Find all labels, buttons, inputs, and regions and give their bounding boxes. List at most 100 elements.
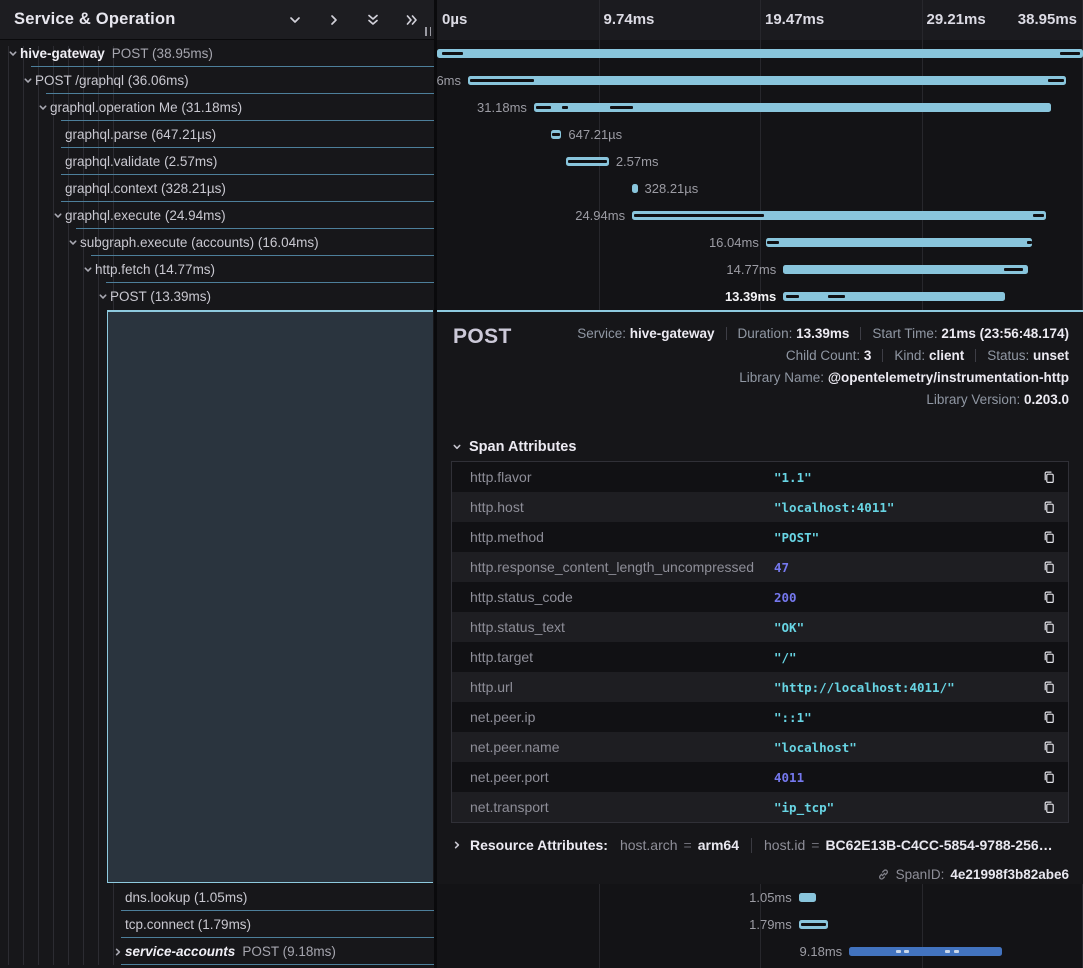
- indent-guide: [83, 46, 84, 965]
- resource-attributes-row[interactable]: Resource Attributes: host.arch = arm64 host…: [452, 837, 1053, 853]
- link-icon[interactable]: [877, 868, 890, 881]
- timeline-row[interactable]: 24.94ms: [437, 202, 1083, 229]
- meta-value: @opentelemetry/instrumentation-http: [827, 370, 1069, 385]
- copy-icon[interactable]: [1042, 650, 1056, 664]
- duration-label: 328.21µs: [644, 181, 699, 196]
- attribute-row: http.host "localhost:4011": [452, 492, 1068, 522]
- copy-icon[interactable]: [1042, 620, 1056, 634]
- chevron-down-icon[interactable]: [36, 103, 50, 113]
- copy-icon[interactable]: [1042, 560, 1056, 574]
- span-tree-row[interactable]: graphql.operation Me (31.18ms): [0, 93, 434, 121]
- span-tree-row[interactable]: dns.lookup (1.05ms): [0, 884, 434, 911]
- span-tree-row[interactable]: http.fetch (14.77ms): [0, 255, 434, 283]
- timeline-row[interactable]: 647.21µs: [437, 121, 1083, 148]
- meta-label: Status:: [987, 348, 1033, 363]
- span-bar[interactable]: [632, 211, 1046, 220]
- panel-resize-handle[interactable]: [425, 27, 431, 36]
- span-bar[interactable]: [765, 238, 1032, 247]
- timeline-row[interactable]: 16.04ms: [437, 229, 1083, 256]
- span-tree-row[interactable]: tcp.connect (1.79ms): [0, 910, 434, 938]
- span-tree-row[interactable]: subgraph.execute (accounts) (16.04ms): [0, 228, 434, 256]
- span-tree-row[interactable]: graphql.context (328.21µs): [0, 174, 434, 202]
- span-bar[interactable]: [550, 130, 562, 139]
- attribute-row: http.flavor "1.1": [452, 462, 1068, 492]
- chevron-down-icon[interactable]: [66, 238, 80, 248]
- child-span-tick: [801, 923, 827, 926]
- span-tree-row[interactable]: service-accounts POST (9.18ms): [0, 937, 434, 965]
- operation-label: tcp.connect (1.79ms): [125, 917, 252, 932]
- timeline-row[interactable]: 1.79ms: [437, 911, 1083, 938]
- span-bar[interactable]: [783, 265, 1029, 274]
- chevron-down-icon[interactable]: [6, 49, 20, 59]
- span-tree-row[interactable]: POST (13.39ms): [0, 282, 434, 310]
- duration-label: 24.94ms: [575, 208, 626, 223]
- span-bar[interactable]: [798, 920, 829, 929]
- copy-icon[interactable]: [1042, 680, 1056, 694]
- chevron-down-icon[interactable]: [51, 211, 65, 221]
- copy-icon[interactable]: [1042, 470, 1056, 484]
- span-bar[interactable]: [632, 184, 638, 193]
- timeline-rows: 38.95ms 36.06ms 31.18ms 647.21µs 2.57ms 328.2…: [437, 40, 1083, 310]
- chevron-down-icon[interactable]: [287, 12, 303, 28]
- double-chevron-down-icon[interactable]: [365, 12, 381, 28]
- duration-label: 9.18ms: [799, 944, 843, 959]
- copy-icon[interactable]: [1042, 770, 1056, 784]
- attribute-key: net.peer.ip: [470, 709, 536, 725]
- span-bar[interactable]: [849, 947, 1002, 956]
- copy-icon[interactable]: [1042, 740, 1056, 754]
- copy-icon[interactable]: [1042, 500, 1056, 514]
- duration-label: 36.06ms: [437, 73, 462, 88]
- span-tree-row[interactable]: graphql.execute (24.94ms): [0, 201, 434, 229]
- span-bar[interactable]: [566, 157, 609, 166]
- chevron-right-icon[interactable]: [326, 12, 342, 28]
- attribute-value: "OK": [774, 619, 805, 635]
- span-bar[interactable]: [533, 103, 1051, 112]
- duration-label: 13.39ms: [724, 289, 777, 304]
- span-tree-row[interactable]: graphql.parse (647.21µs): [0, 120, 434, 148]
- timeline-row[interactable]: 9.18ms: [437, 938, 1083, 965]
- timeline-row[interactable]: 38.95ms: [437, 40, 1083, 67]
- operation-label: http.fetch (14.77ms): [95, 262, 216, 277]
- timeline-row[interactable]: 14.77ms: [437, 256, 1083, 283]
- timeline-row[interactable]: 36.06ms: [437, 67, 1083, 94]
- attribute-key: http.target: [470, 649, 534, 665]
- span-tree-row[interactable]: POST /graphql (36.06ms): [0, 66, 434, 94]
- child-span-tick: [1060, 52, 1081, 55]
- chevron-down-icon[interactable]: [96, 292, 110, 302]
- copy-icon[interactable]: [1042, 590, 1056, 604]
- timeline-row[interactable]: 328.21µs: [437, 175, 1083, 202]
- span-id-row: SpanID: 4e21998f3b82abe6: [877, 867, 1069, 882]
- span-tree-row[interactable]: hive-gateway POST (38.95ms): [0, 40, 434, 67]
- span-tree-row[interactable]: graphql.validate (2.57ms): [0, 147, 434, 175]
- attribute-value: "::1": [774, 709, 812, 725]
- child-span-tick: [633, 214, 765, 217]
- chevron-right-icon[interactable]: [111, 947, 125, 957]
- timeline-row[interactable]: 31.18ms: [437, 94, 1083, 121]
- span-attributes-header[interactable]: Span Attributes: [452, 439, 576, 455]
- copy-icon[interactable]: [1042, 800, 1056, 814]
- timeline-row[interactable]: 13.39ms: [437, 283, 1083, 310]
- child-span-tick: [827, 295, 846, 298]
- chevron-down-icon: [452, 442, 462, 452]
- attribute-key: http.host: [470, 499, 524, 515]
- timeline-row[interactable]: 2.57ms: [437, 148, 1083, 175]
- attribute-row: net.peer.port 4011: [452, 762, 1068, 792]
- timeline-row[interactable]: 1.05ms: [437, 884, 1083, 911]
- child-span-tick: [561, 106, 568, 109]
- attribute-value: "POST": [774, 529, 820, 545]
- span-bar[interactable]: [798, 893, 817, 902]
- copy-icon[interactable]: [1042, 530, 1056, 544]
- chevron-down-icon[interactable]: [21, 76, 35, 86]
- attribute-value: 200: [774, 589, 797, 605]
- chevron-down-icon[interactable]: [81, 265, 95, 275]
- span-bar[interactable]: [783, 292, 1006, 301]
- attribute-row: http.url "http://localhost:4011/": [452, 672, 1068, 702]
- attribute-key: http.status_code: [470, 589, 573, 605]
- span-bar[interactable]: [437, 49, 1083, 58]
- span-bar[interactable]: [468, 76, 1067, 85]
- copy-icon[interactable]: [1042, 710, 1056, 724]
- span-attributes-label: Span Attributes: [469, 439, 577, 455]
- child-span-tick: [1003, 268, 1024, 271]
- duration-label: 1.79ms: [749, 917, 792, 932]
- double-chevron-right-icon[interactable]: [404, 12, 420, 28]
